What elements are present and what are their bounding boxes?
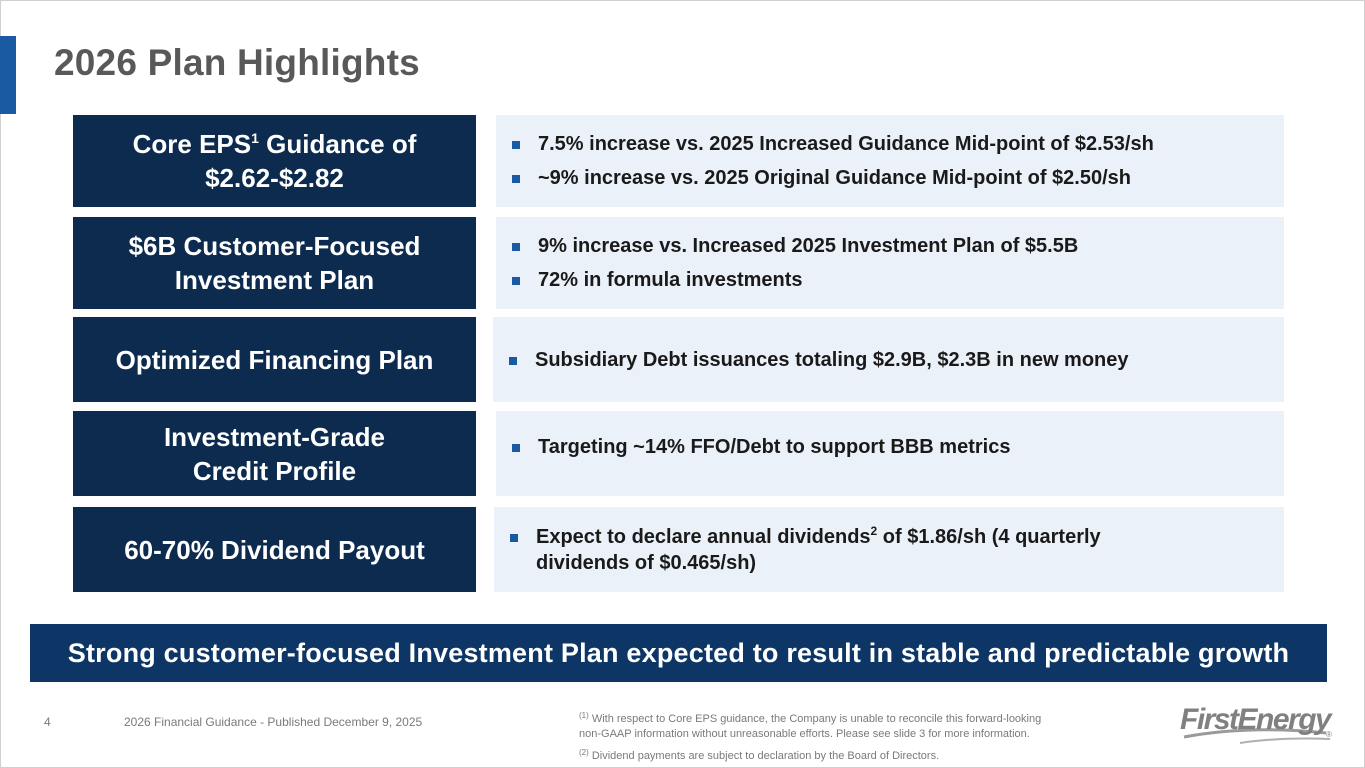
footnote-mark: (1) xyxy=(579,711,589,720)
footnote-ref: 2 xyxy=(870,523,878,538)
highlight-details-eps: 7.5% increase vs. 2025 Increased Guidanc… xyxy=(496,115,1284,207)
bullet-text: Expect to declare annual dividends xyxy=(536,525,871,548)
label-text: Credit Profile xyxy=(192,455,357,486)
title-accent-bar xyxy=(0,36,16,114)
label-text: Core EPS xyxy=(132,129,252,159)
highlight-details-dividend: Expect to declare annual dividends2 of $… xyxy=(494,507,1284,592)
bullet-text: 7.5% increase vs. 2025 Increased Guidanc… xyxy=(538,133,1154,155)
highlight-row-investment: $6B Customer-Focused Investment Plan 9% … xyxy=(73,217,1284,309)
page-title: 2026 Plan Highlights xyxy=(54,42,420,83)
label-text: Optimized Financing Plan xyxy=(115,344,434,375)
highlight-label-eps: Core EPS1 Guidance of $2.62-$2.82 xyxy=(73,115,476,207)
highlight-row-eps: Core EPS1 Guidance of $2.62-$2.82 7.5% i… xyxy=(73,115,1284,207)
bullet-item: Subsidiary Debt issuances totaling $2.9B… xyxy=(493,347,1284,373)
footnote-1: (1) With respect to Core EPS guidance, t… xyxy=(579,712,1119,742)
bullet-text: of $1.86/sh (4 quarterly xyxy=(877,525,1101,548)
square-bullet-icon xyxy=(512,243,520,251)
footnote-mark: (2) xyxy=(579,748,589,757)
bullet-text: Subsidiary Debt issuances totaling $2.9B… xyxy=(535,348,1129,371)
bullet-text: Targeting ~14% FFO/Debt to support BBB m… xyxy=(538,435,1011,458)
firstenergy-logo: FirstEnergy ® xyxy=(1180,703,1336,749)
label-text: $2.62-$2.82 xyxy=(205,163,344,193)
bullet-item: 72% in formula investments xyxy=(496,267,1284,293)
footnote-ref: 1 xyxy=(251,130,259,146)
bullet-item: ~9% increase vs. 2025 Original Guidance … xyxy=(496,165,1284,191)
highlight-details-financing: Subsidiary Debt issuances totaling $2.9B… xyxy=(493,317,1284,402)
highlight-row-financing: Optimized Financing Plan Subsidiary Debt… xyxy=(73,317,1284,402)
square-bullet-icon xyxy=(512,443,520,452)
highlight-label-credit: Investment-Grade Credit Profile xyxy=(73,411,476,496)
square-bullet-icon xyxy=(512,141,520,149)
square-bullet-icon xyxy=(509,356,517,365)
bullet-text: dividends of $0.465/sh) xyxy=(536,551,757,574)
label-text: 60-70% Dividend Payout xyxy=(124,534,425,565)
footnote-2: (2) Dividend payments are subject to dec… xyxy=(579,749,1119,764)
highlight-label-investment: $6B Customer-Focused Investment Plan xyxy=(73,217,476,309)
square-bullet-icon xyxy=(512,277,520,285)
highlight-details-investment: 9% increase vs. Increased 2025 Investmen… xyxy=(496,217,1284,309)
square-bullet-icon xyxy=(512,175,520,183)
square-bullet-icon xyxy=(510,533,518,542)
bullet-item: 7.5% increase vs. 2025 Increased Guidanc… xyxy=(496,131,1284,157)
label-text: Guidance of xyxy=(258,129,417,159)
bullet-text: 72% in formula investments xyxy=(538,269,803,291)
footer-source: 2026 Financial Guidance - Published Dece… xyxy=(124,715,423,729)
highlight-label-financing: Optimized Financing Plan xyxy=(73,317,476,402)
highlight-label-dividend: 60-70% Dividend Payout xyxy=(73,507,476,592)
bullet-item: 9% increase vs. Increased 2025 Investmen… xyxy=(496,233,1284,259)
label-text: $6B Customer-Focused xyxy=(128,231,421,261)
logo-swoosh-icon xyxy=(1183,728,1331,744)
bullet-item: Targeting ~14% FFO/Debt to support BBB m… xyxy=(496,434,1284,460)
highlight-details-credit: Targeting ~14% FFO/Debt to support BBB m… xyxy=(496,411,1284,496)
footnote-text: With respect to Core EPS guidance, the C… xyxy=(588,713,1042,725)
registered-mark: ® xyxy=(1326,730,1332,739)
bullet-text: ~9% increase vs. 2025 Original Guidance … xyxy=(538,167,1131,189)
highlight-row-dividend: 60-70% Dividend Payout Expect to declare… xyxy=(73,507,1284,592)
bullet-item: Expect to declare annual dividends2 of $… xyxy=(494,524,1284,576)
logo-wordmark: FirstEnergy xyxy=(1180,703,1332,736)
summary-banner: Strong customer-focused Investment Plan … xyxy=(30,624,1327,682)
bullet-text: 9% increase vs. Increased 2025 Investmen… xyxy=(538,235,1079,257)
highlight-row-credit: Investment-Grade Credit Profile Targetin… xyxy=(73,411,1284,496)
label-text: Investment-Grade xyxy=(163,421,386,452)
label-text: Investment Plan xyxy=(174,265,375,295)
footnote-text: Dividend payments are subject to declara… xyxy=(588,750,940,762)
footnote-text: non-GAAP information without unreasonabl… xyxy=(579,728,1030,740)
page-number: 4 xyxy=(44,715,51,729)
